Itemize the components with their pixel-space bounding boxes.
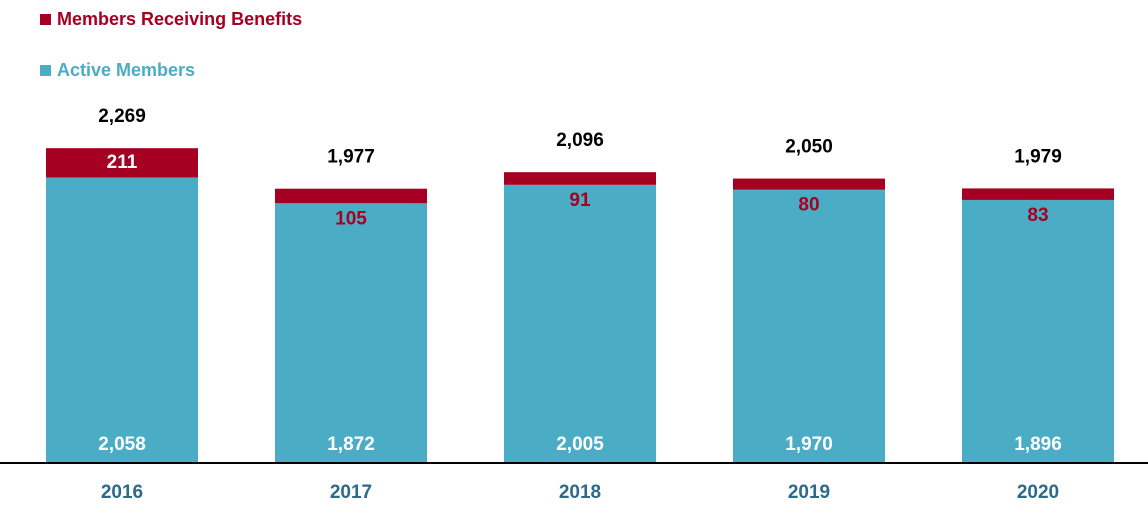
bar-segment [46, 148, 198, 178]
data-label: 2,058 [98, 434, 146, 455]
bar-segment [504, 172, 656, 185]
total-label: 1,979 [1014, 146, 1062, 167]
x-tick-label: 2020 [1017, 482, 1059, 503]
bar-segment [962, 199, 1114, 463]
data-label: 1,970 [785, 434, 833, 455]
data-label: 80 [798, 195, 819, 216]
data-label: 83 [1027, 205, 1048, 226]
bar-segment [275, 203, 427, 463]
bar-segment [504, 184, 656, 463]
data-label: 91 [569, 190, 591, 211]
legend-swatch [40, 65, 51, 76]
data-label: 211 [107, 152, 138, 173]
x-tick-label: 2018 [559, 482, 601, 503]
x-tick-label: 2017 [330, 482, 372, 503]
x-tick-label: 2019 [788, 482, 830, 503]
bar-segment [275, 188, 427, 204]
data-label: 1,872 [327, 434, 375, 455]
legend-label: Active Members [57, 60, 195, 80]
bar-segment [733, 189, 885, 463]
total-label: 1,977 [327, 147, 375, 168]
data-label: 1,896 [1014, 434, 1062, 455]
data-label: 105 [335, 208, 367, 229]
legend-label: Members Receiving Benefits [57, 9, 302, 29]
x-tick-label: 2016 [101, 482, 143, 503]
total-label: 2,050 [785, 137, 833, 158]
bar-segment [733, 178, 885, 190]
bar-segment [962, 188, 1114, 200]
total-label: 2,269 [98, 106, 146, 127]
legend-swatch [40, 14, 51, 25]
total-label: 2,096 [556, 130, 604, 151]
bar-segment [46, 177, 198, 463]
data-label: 2,005 [556, 434, 604, 455]
